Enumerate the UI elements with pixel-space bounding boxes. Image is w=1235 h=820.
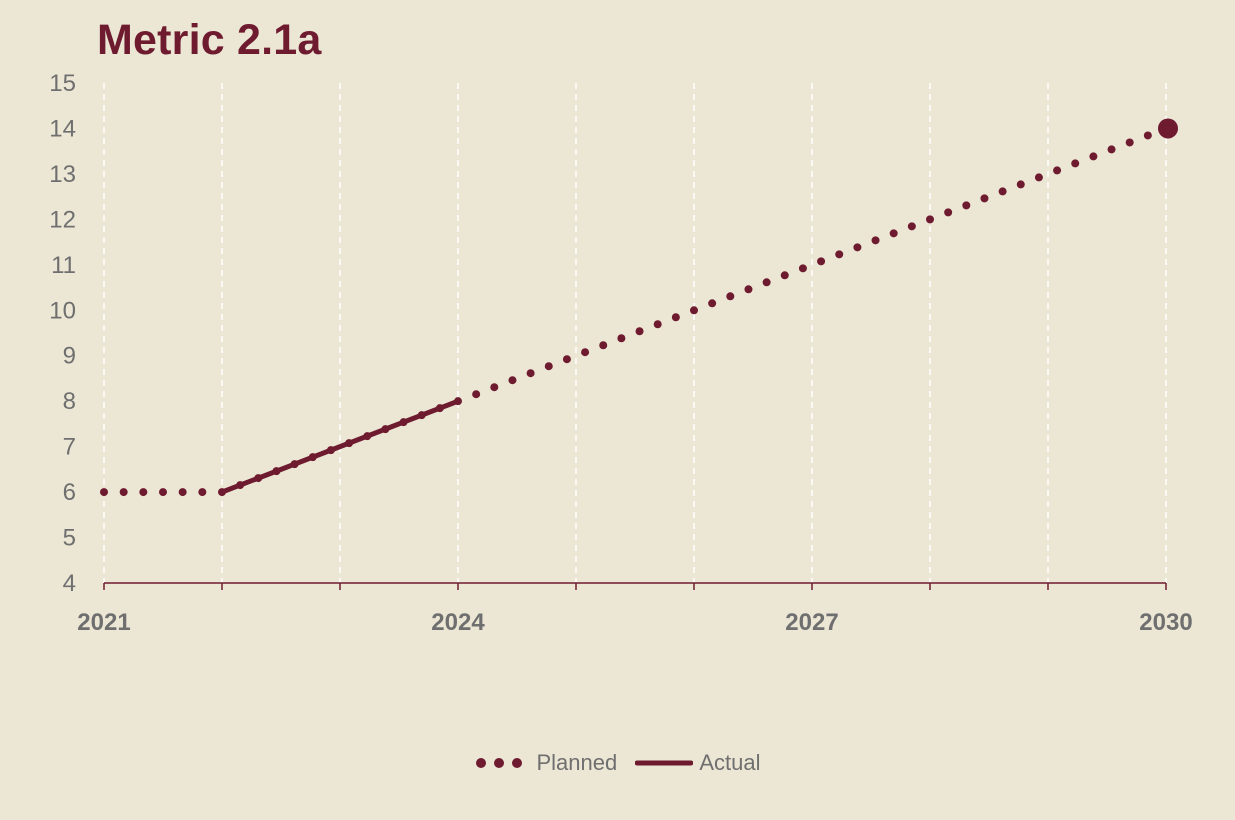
planned-dot — [907, 222, 916, 231]
planned-dot — [798, 264, 807, 273]
planned-dot — [544, 362, 553, 371]
legend-label-planned: Planned — [536, 750, 618, 775]
planned-dot — [635, 327, 644, 336]
planned-dot — [1089, 152, 1098, 161]
chart-title: Metric 2.1a — [97, 16, 322, 64]
planned-dot — [980, 194, 989, 203]
y-tick-label: 11 — [51, 252, 76, 279]
x-tick-label: 2021 — [77, 609, 130, 636]
planned-dot — [1053, 166, 1062, 175]
planned-dot — [1143, 131, 1152, 140]
planned-dot — [562, 355, 571, 364]
y-tick-label: 4 — [63, 570, 76, 597]
axis-layer — [103, 582, 1167, 590]
legend: Planned Actual — [0, 750, 1235, 776]
planned-dot — [1071, 159, 1080, 168]
legend-item-planned: Planned — [474, 750, 617, 776]
planned-dot — [617, 334, 626, 343]
planned-dot — [119, 488, 128, 497]
planned-dot — [690, 306, 698, 315]
legend-swatch-planned — [476, 758, 523, 768]
label-layer: 4 5 6 7 8 9 10 11 12 13 14 15 2021 2024 2027 2030 — [49, 70, 1192, 636]
series-planned — [100, 118, 1178, 497]
x-tick-label: 2030 — [1139, 609, 1192, 636]
series-layer — [100, 118, 1178, 497]
planned-dot — [926, 215, 934, 224]
series-actual-line — [219, 398, 461, 495]
y-tick-label: 8 — [63, 388, 76, 415]
planned-dot — [490, 383, 499, 392]
grid-layer — [103, 83, 1167, 583]
planned-dot — [1016, 180, 1025, 189]
planned-dot — [726, 292, 735, 301]
planned-end-marker — [1158, 118, 1178, 139]
planned-dot — [1034, 173, 1043, 182]
planned-dot — [198, 488, 207, 497]
planned-dot — [508, 376, 517, 385]
planned-dot — [998, 187, 1007, 196]
planned-dot — [762, 278, 771, 287]
planned-dot — [581, 348, 590, 357]
planned-dot — [871, 236, 880, 245]
legend-dot-3 — [512, 758, 523, 768]
planned-dot — [744, 285, 753, 294]
x-tick-label: 2024 — [431, 609, 485, 636]
planned-dot — [653, 320, 662, 329]
planned-dot — [100, 488, 108, 497]
planned-dot — [944, 208, 953, 217]
legend-dot-1 — [476, 758, 487, 768]
y-tick-label: 12 — [49, 206, 76, 233]
y-tick-label: 10 — [49, 297, 76, 324]
planned-dot — [708, 299, 717, 308]
planned-dot — [178, 488, 187, 497]
legend-swatch-actual — [635, 760, 694, 766]
planned-dot — [526, 369, 535, 378]
planned-dot — [835, 250, 844, 259]
planned-dot — [962, 201, 971, 210]
planned-dot — [1125, 138, 1134, 147]
planned-dot — [853, 243, 862, 252]
planned-dot — [1107, 145, 1116, 154]
planned-dot — [817, 257, 826, 266]
planned-dot — [671, 313, 680, 322]
y-tick-label: 15 — [49, 70, 76, 97]
legend-item-actual: Actual — [635, 750, 761, 776]
y-tick-label: 14 — [49, 115, 76, 142]
y-tick-label: 9 — [63, 343, 76, 370]
y-tick-label: 7 — [63, 434, 76, 461]
planned-dot — [472, 390, 481, 399]
planned-dot — [780, 271, 789, 280]
planned-dot — [159, 488, 167, 497]
planned-dot — [599, 341, 608, 350]
y-tick-label: 5 — [63, 525, 76, 552]
planned-dot — [889, 229, 898, 238]
x-tick-label: 2027 — [785, 609, 838, 636]
planned-dot — [139, 488, 148, 497]
y-tick-label: 6 — [63, 479, 76, 506]
legend-dot-2 — [494, 758, 505, 768]
y-tick-label: 13 — [49, 161, 76, 188]
legend-label-actual: Actual — [699, 750, 761, 775]
